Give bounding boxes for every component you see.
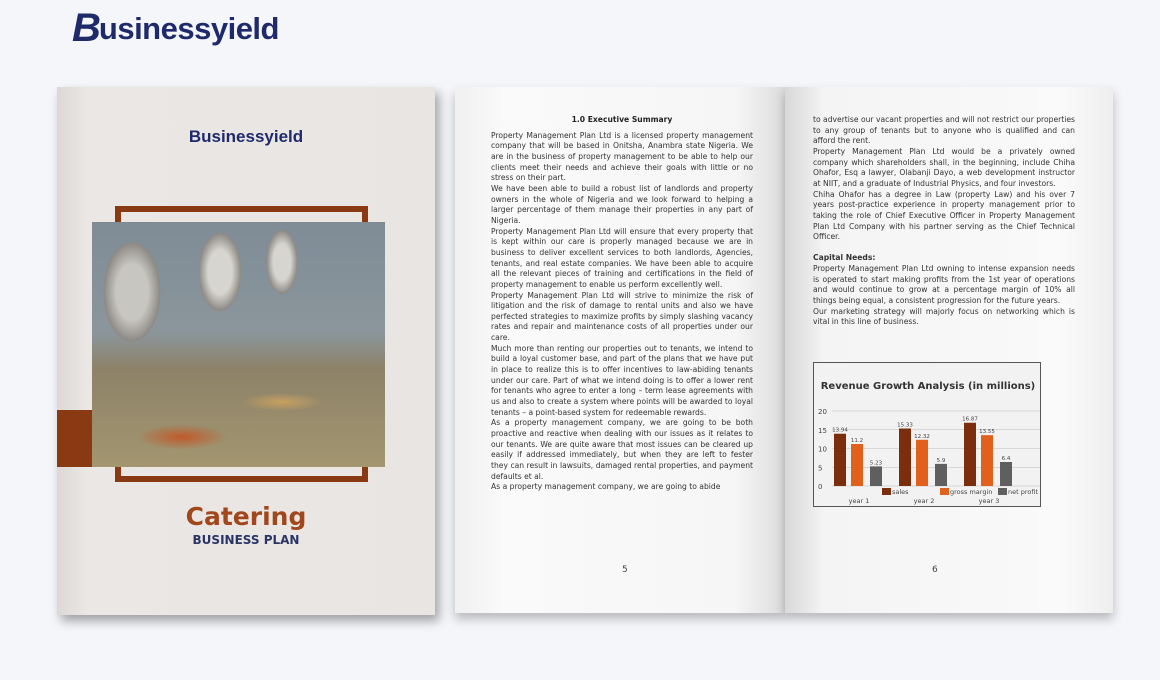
data-label: 11.2: [851, 438, 863, 444]
catering-buffet-photo: [92, 222, 385, 467]
y-tick-label: 20: [818, 408, 827, 416]
bar-net-profit: [935, 463, 947, 486]
legend-swatch: [882, 488, 891, 495]
page-number: 5: [622, 565, 628, 575]
bar-net-profit: [870, 466, 882, 486]
bar-sales: [834, 433, 846, 486]
paragraph: As a property management company, we are…: [491, 418, 753, 481]
paragraph: Property Management Plan Ltd will ensure…: [491, 226, 753, 289]
data-label: 5.23: [870, 460, 883, 466]
x-tick-label: year 1: [849, 497, 870, 505]
data-label: 16.87: [962, 417, 978, 423]
legend-swatch: [940, 488, 949, 495]
right-page: to advertise our vacant properties and w…: [785, 87, 1113, 613]
accent-square: [57, 410, 92, 467]
capital-needs-heading: Capital Needs:: [813, 253, 876, 263]
paragraph: Chiha Ohafor has a degree in Law (proper…: [813, 189, 1075, 242]
data-label: 13.94: [832, 428, 848, 434]
data-label: 6.4: [1002, 456, 1011, 462]
section-heading: 1.0 Executive Summary: [571, 115, 673, 124]
paragraph: We have been able to build a robust list…: [491, 183, 753, 225]
data-label: 12.32: [914, 434, 930, 440]
bar-sales: [964, 422, 976, 486]
data-label: 5.9: [937, 458, 946, 464]
legend-label: gross margin: [950, 488, 992, 496]
paragraph: Property Management Plan Ltd would be a …: [813, 146, 1075, 188]
book-cover: Businessyield Catering BUSINESS PLAN: [57, 87, 435, 615]
cover-title: Catering: [185, 502, 307, 531]
legend-label: sales: [892, 488, 909, 496]
paragraph: Property Management Plan Ltd will strive…: [491, 290, 753, 343]
logo-text: usinessyield: [98, 11, 280, 46]
paragraph: Our marketing strategy will majorly focu…: [813, 306, 1075, 327]
bar-sales: [899, 428, 911, 486]
x-tick-label: year 2: [914, 497, 935, 505]
bar-gross-margin: [851, 444, 863, 486]
paragraph: to advertise our vacant properties and w…: [813, 115, 1075, 146]
x-tick-label: year 3: [979, 497, 1000, 505]
logo-mark: B: [72, 6, 101, 50]
bar-net-profit: [1000, 462, 1012, 486]
paragraph: Property Management Plan Ltd owning to i…: [813, 264, 1075, 306]
bar-gross-margin: [916, 439, 928, 486]
legend-swatch: [998, 488, 1007, 495]
paragraph: As a property management company, we are…: [491, 482, 721, 492]
legend-label: net profit: [1008, 488, 1038, 496]
y-tick-label: 10: [818, 446, 827, 454]
y-tick-label: 15: [818, 427, 827, 435]
left-page-text: 1.0 Executive Summary Property Managemen…: [491, 115, 753, 493]
page-number: 6: [932, 565, 938, 575]
chart-title: Revenue Growth Analysis (in millions): [821, 381, 1036, 392]
y-tick-label: 5: [818, 464, 822, 472]
right-page-text: to advertise our vacant properties and w…: [813, 115, 1075, 328]
revenue-chart-svg: Revenue Growth Analysis (in millions) 0 5 1…: [818, 381, 1040, 505]
cover-subtitle: BUSINESS PLAN: [192, 533, 300, 547]
data-label: 15.33: [897, 423, 913, 429]
y-tick-label: 0: [818, 483, 822, 491]
paragraph: Property Management Plan Ltd is a licens…: [491, 130, 753, 183]
cover-logo: Businessyield: [188, 127, 304, 146]
bar-gross-margin: [981, 435, 993, 486]
left-page: 1.0 Executive Summary Property Managemen…: [455, 87, 785, 613]
data-label: 13.55: [979, 429, 995, 435]
paragraph: Much more than renting our properties ou…: [491, 343, 753, 417]
revenue-chart: Revenue Growth Analysis (in millions) 0 5 1…: [813, 362, 1041, 507]
